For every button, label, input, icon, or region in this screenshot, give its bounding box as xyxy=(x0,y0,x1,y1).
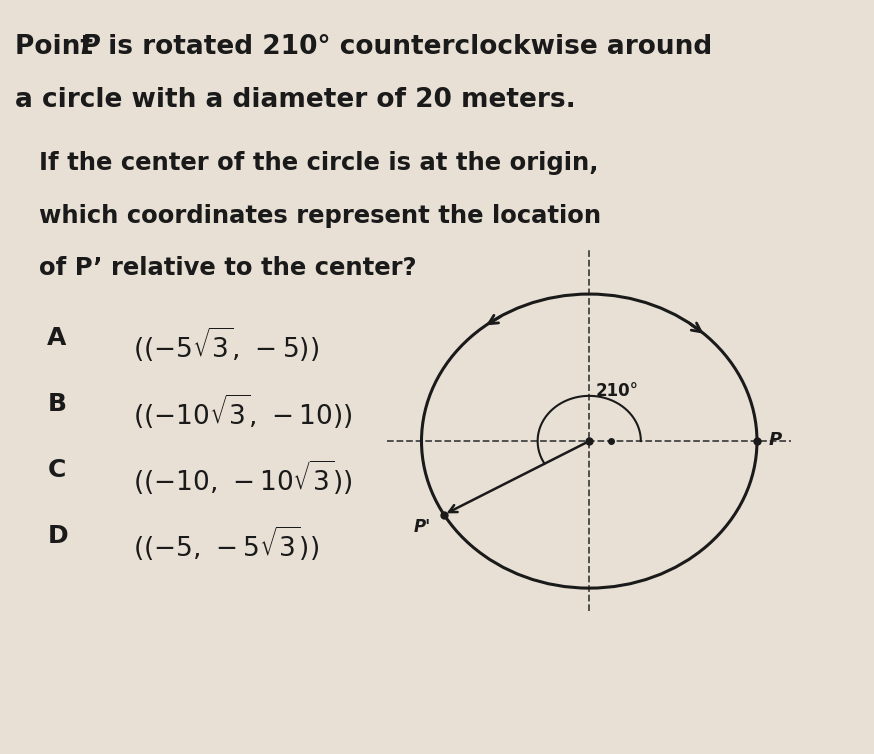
Text: of P’ relative to the center?: of P’ relative to the center? xyxy=(38,256,416,280)
Text: P': P' xyxy=(413,519,431,536)
Text: D: D xyxy=(47,524,68,548)
Text: A: A xyxy=(47,326,66,350)
Text: 210°: 210° xyxy=(596,382,639,400)
Text: which coordinates represent the location: which coordinates represent the location xyxy=(38,204,600,228)
Text: C: C xyxy=(47,458,66,483)
Text: $((-5,\,-5\sqrt{3}))$: $((-5,\,-5\sqrt{3}))$ xyxy=(134,524,320,562)
Text: If the center of the circle is at the origin,: If the center of the circle is at the or… xyxy=(38,151,598,175)
Text: B: B xyxy=(47,392,66,416)
Text: $((-10,\,-10\sqrt{3}))$: $((-10,\,-10\sqrt{3}))$ xyxy=(134,458,353,497)
Text: a circle with a diameter of 20 meters.: a circle with a diameter of 20 meters. xyxy=(16,87,576,112)
Text: Point: Point xyxy=(16,34,102,60)
Text: is rotated 210° counterclockwise around: is rotated 210° counterclockwise around xyxy=(99,34,712,60)
Text: $((-5\sqrt{3},\,-5))$: $((-5\sqrt{3},\,-5))$ xyxy=(134,326,320,364)
Text: P: P xyxy=(768,431,781,449)
Text: $((-10\sqrt{3},\,-10))$: $((-10\sqrt{3},\,-10))$ xyxy=(134,392,353,431)
Text: P: P xyxy=(80,34,100,60)
